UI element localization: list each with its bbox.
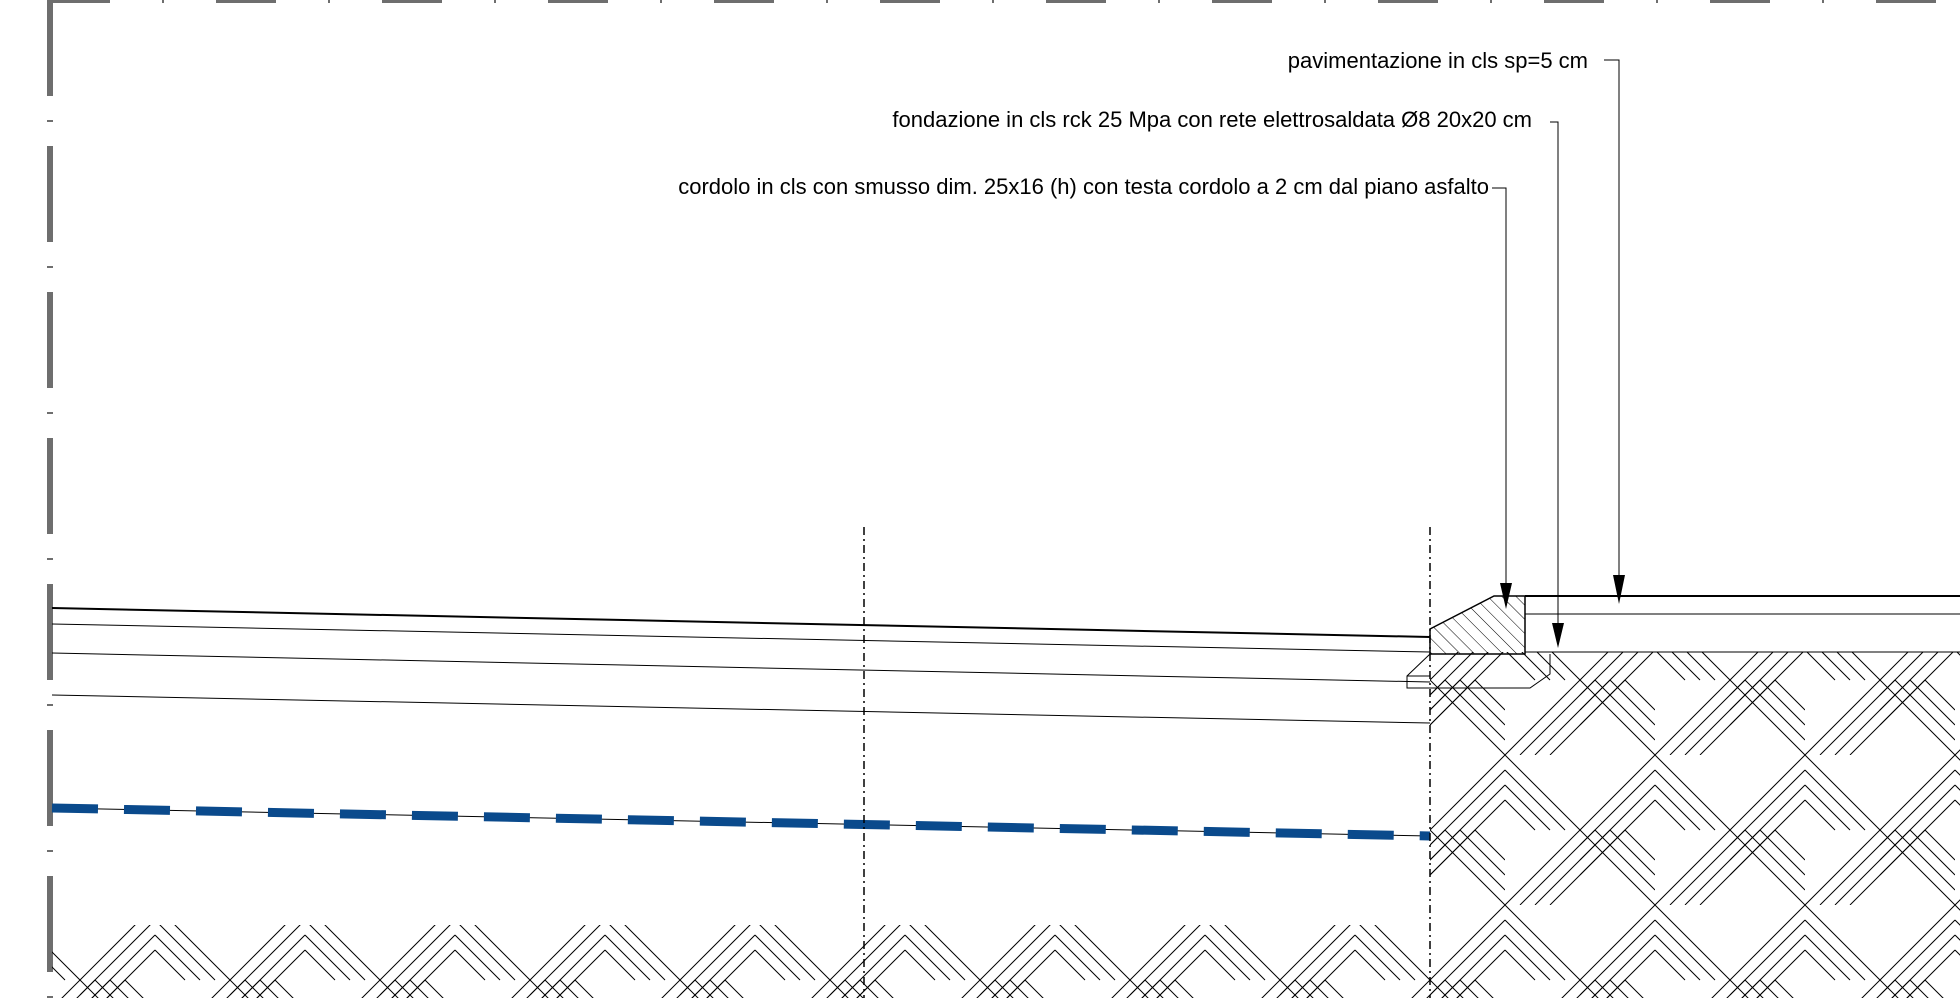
leader-fondazione xyxy=(1550,121,1559,631)
label-pavimentazione: pavimentazione in cls sp=5 cm xyxy=(1288,48,1588,73)
road-layer-line-1 xyxy=(51,623,1431,653)
pipe-dashed-line xyxy=(51,803,1431,841)
arrow-fondazione xyxy=(1552,623,1564,648)
label-cordolo: cordolo in cls con smusso dim. 25x16 (h)… xyxy=(678,174,1489,199)
soil-hatch-right xyxy=(1430,652,1960,998)
road-layer-line-2 xyxy=(51,652,1431,683)
leader-cordolo xyxy=(1492,187,1507,591)
soil-hatch-bottom xyxy=(52,925,1430,998)
curb-foundation xyxy=(1406,653,1551,689)
leader-pavimentazione xyxy=(1604,59,1620,583)
arrow-cordolo xyxy=(1500,583,1512,609)
label-fondazione: fondazione in cls rck 25 Mpa con rete el… xyxy=(892,107,1532,132)
curb-section xyxy=(1429,595,1526,655)
road-surface-line xyxy=(51,607,1431,638)
road-layer-line-3 xyxy=(51,694,1431,724)
arrow-pavimentazione xyxy=(1613,575,1625,604)
